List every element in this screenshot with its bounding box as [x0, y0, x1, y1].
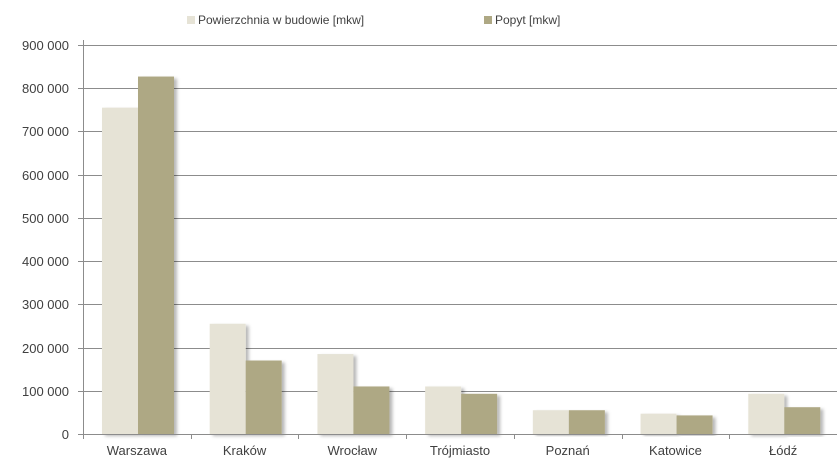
y-tick-label: 500 000	[22, 211, 69, 226]
x-category-label: Trójmiasto	[430, 443, 490, 458]
legend-label-series-2: Popyt [mkw]	[495, 13, 560, 27]
bar-1-6	[640, 413, 677, 434]
bar-1-2	[209, 323, 246, 434]
x-category-label: Katowice	[649, 443, 702, 458]
x-category-label: Wrocław	[327, 443, 377, 458]
y-axis-tick-labels: 0 100 000 200 000 300 000 400 000 500 000 600 …	[22, 38, 69, 442]
y-tick-label: 100 000	[22, 384, 69, 399]
bars	[102, 76, 821, 435]
y-tick-label: 900 000	[22, 38, 69, 53]
legend-swatch-series-1	[187, 16, 195, 24]
y-tick-label: 0	[62, 427, 69, 442]
y-tick-label: 400 000	[22, 254, 69, 269]
legend-label-series-1: Powierzchnia w budowie [mkw]	[198, 13, 364, 27]
bar-2-1	[138, 76, 174, 435]
x-axis-category-labels: Warszawa Kraków Wrocław Trójmiasto Poznań Kat…	[107, 443, 797, 458]
y-tick-label: 700 000	[22, 124, 69, 139]
bar-2-7	[784, 407, 821, 434]
legend: Powierzchnia w budowie [mkw] Popyt [mkw]	[187, 13, 560, 27]
y-tick-label: 600 000	[22, 168, 69, 183]
bar-1-3	[317, 354, 354, 434]
bar-2-2	[245, 360, 282, 434]
bar-2-4	[461, 393, 498, 434]
x-category-label: Łódź	[769, 443, 797, 458]
x-category-label: Kraków	[223, 443, 267, 458]
bar-1-4	[425, 386, 462, 434]
bar-2-5	[568, 410, 605, 434]
y-tick-label: 200 000	[22, 341, 69, 356]
y-tick-label: 300 000	[22, 297, 69, 312]
legend-swatch-series-2	[484, 16, 492, 24]
y-tick-label: 800 000	[22, 81, 69, 96]
x-category-label: Poznań	[546, 443, 590, 458]
bar-1-5	[532, 410, 569, 434]
bar-2-6	[676, 415, 713, 434]
x-category-label: Warszawa	[107, 443, 168, 458]
bar-1-1	[102, 107, 138, 434]
gridlines	[83, 45, 837, 392]
axes	[78, 40, 837, 439]
bar-2-3	[353, 386, 390, 434]
bar-1-7	[748, 393, 785, 434]
